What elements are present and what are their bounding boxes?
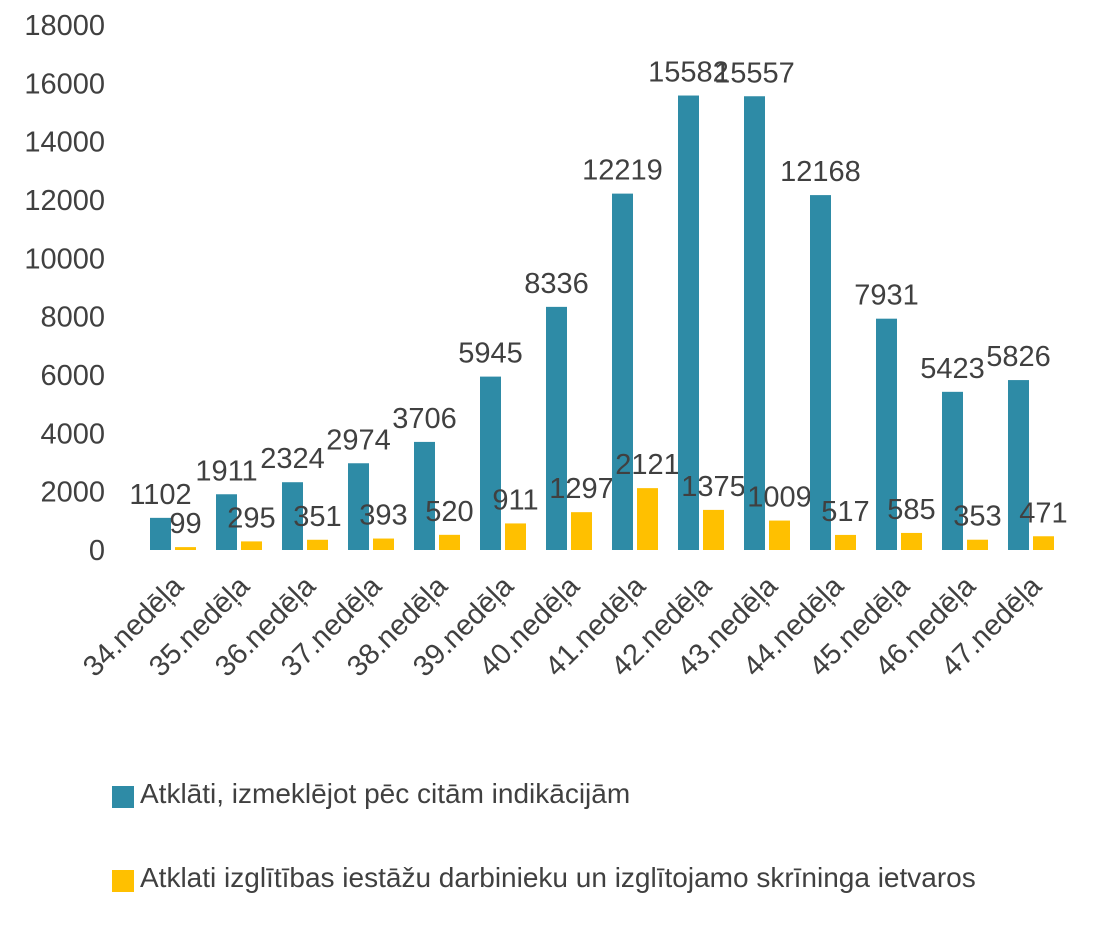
bar bbox=[439, 534, 460, 550]
data-label: 517 bbox=[821, 496, 869, 528]
data-label: 520 bbox=[425, 496, 473, 528]
legend-swatch bbox=[112, 870, 134, 892]
bar bbox=[348, 463, 369, 550]
data-label: 2324 bbox=[260, 443, 325, 475]
bar bbox=[835, 534, 856, 550]
bar bbox=[744, 96, 765, 551]
bar bbox=[942, 391, 963, 550]
data-label: 7931 bbox=[854, 280, 919, 312]
y-tick-label: 6000 bbox=[40, 360, 105, 392]
bar bbox=[216, 494, 237, 550]
y-tick-label: 18000 bbox=[24, 10, 105, 42]
bar bbox=[150, 517, 171, 550]
data-label: 12168 bbox=[780, 156, 861, 188]
y-tick-label: 14000 bbox=[24, 127, 105, 159]
data-label: 1102 bbox=[129, 479, 191, 511]
data-label: 351 bbox=[293, 501, 341, 533]
bar bbox=[703, 509, 724, 550]
bar bbox=[967, 539, 988, 550]
y-tick-label: 2000 bbox=[40, 477, 105, 509]
data-label: 5826 bbox=[986, 341, 1051, 373]
bar bbox=[612, 193, 633, 551]
y-tick-label: 10000 bbox=[24, 243, 105, 275]
data-label: 99 bbox=[169, 508, 201, 540]
data-label: 353 bbox=[953, 501, 1001, 533]
data-label: 1375 bbox=[681, 471, 746, 503]
y-tick-label: 0 bbox=[89, 535, 105, 567]
bar bbox=[876, 318, 897, 550]
bar bbox=[241, 541, 262, 550]
data-label: 911 bbox=[492, 484, 538, 516]
y-tick-label: 4000 bbox=[40, 418, 105, 450]
bar bbox=[571, 512, 592, 550]
data-label: 1009 bbox=[747, 482, 812, 514]
bar bbox=[810, 195, 831, 550]
data-label: 3706 bbox=[392, 403, 457, 435]
data-label: 2121 bbox=[615, 449, 680, 481]
chart: 0 2000 4000 6000 8000 10000 12000 14000 16000 180… bbox=[24, 10, 1067, 683]
bar bbox=[282, 482, 303, 550]
bar bbox=[901, 532, 922, 550]
bar bbox=[546, 306, 567, 550]
data-label: 585 bbox=[887, 494, 935, 526]
data-label: 2974 bbox=[326, 424, 391, 456]
data-label: 295 bbox=[227, 502, 275, 534]
bar bbox=[678, 95, 699, 551]
data-label: 5423 bbox=[920, 353, 985, 385]
data-label: 1911 bbox=[195, 455, 257, 487]
data-label: 8336 bbox=[524, 268, 589, 300]
legend-swatch bbox=[112, 786, 134, 808]
data-label: 15582 bbox=[648, 57, 729, 89]
bar bbox=[414, 441, 435, 550]
bar bbox=[307, 539, 328, 550]
y-tick-label: 16000 bbox=[24, 68, 105, 100]
data-label: 12219 bbox=[582, 155, 663, 187]
legend-label: Atklāti, izmeklējot pēc citām indikācijā… bbox=[140, 778, 631, 809]
bar bbox=[1008, 380, 1029, 550]
data-label: 5945 bbox=[458, 338, 523, 370]
data-label: 15557 bbox=[714, 57, 795, 89]
bar bbox=[637, 488, 658, 550]
legend-item: Atklāti, izmeklējot pēc citām indikācijā… bbox=[112, 778, 1072, 810]
bar bbox=[769, 520, 790, 550]
bar bbox=[1033, 536, 1054, 550]
data-label: 471 bbox=[1019, 497, 1067, 529]
bar bbox=[505, 523, 526, 550]
legend-item: Atklati izglītības iestāžu darbinieku un… bbox=[112, 862, 1072, 894]
data-label: 393 bbox=[359, 500, 407, 532]
data-label: 1297 bbox=[549, 473, 614, 505]
y-tick-label: 12000 bbox=[24, 185, 105, 217]
y-tick-label: 8000 bbox=[40, 302, 105, 334]
bar bbox=[175, 547, 196, 550]
legend-label: Atklati izglītības iestāžu darbinieku un… bbox=[140, 862, 976, 893]
bar bbox=[480, 376, 501, 550]
bar bbox=[373, 538, 394, 550]
